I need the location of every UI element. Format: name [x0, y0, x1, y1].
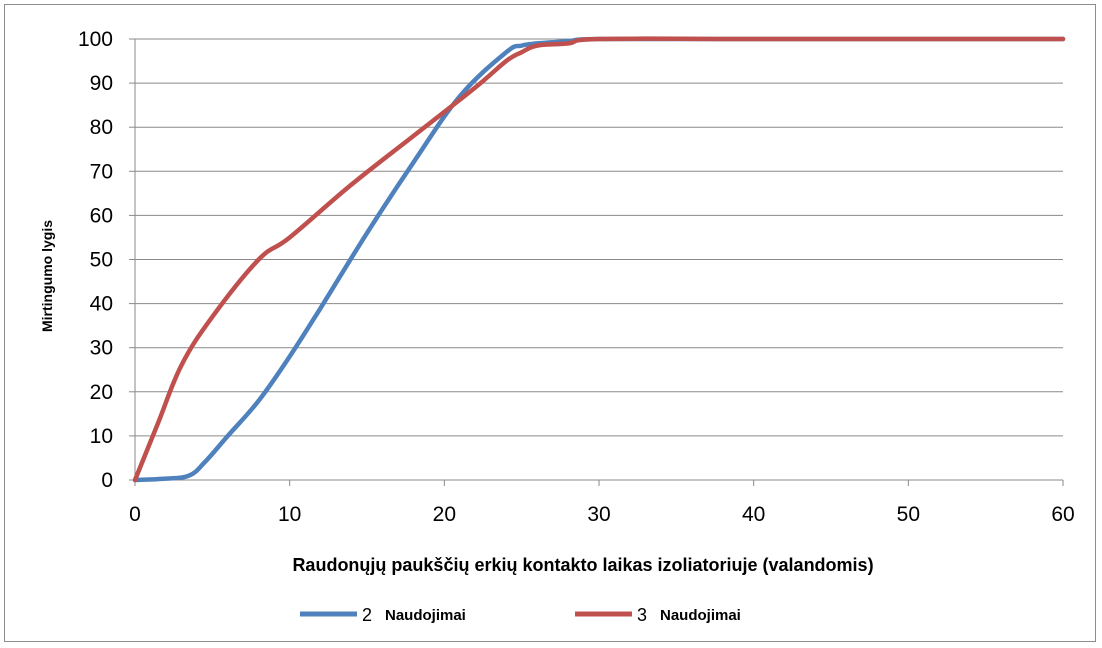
legend-label: Naudojimai [385, 607, 466, 624]
y-tick-label: 80 [90, 116, 113, 139]
y-tick-label: 20 [90, 381, 113, 404]
x-axis-label: Raudonųjų paukščių erkių kontakto laikas… [292, 555, 873, 575]
y-tick-label: 10 [90, 425, 113, 448]
x-tick-label: 30 [587, 503, 610, 526]
legend-item-2: 3 Naudojimai [575, 605, 741, 625]
legend-number: 2 [362, 605, 372, 625]
legend: 2 Naudojimai 3 Naudojimai [300, 605, 741, 625]
legend-number: 3 [637, 605, 647, 625]
legend-label: Naudojimai [660, 607, 741, 624]
x-tick-labels: 0 10 20 30 40 50 60 [129, 503, 1075, 526]
y-tick-label: 90 [90, 72, 113, 95]
x-tick-label: 50 [897, 503, 920, 526]
y-tick-label: 30 [90, 337, 113, 360]
x-tick-label: 40 [742, 503, 765, 526]
y-tick-label: 70 [90, 160, 113, 183]
axes [129, 38, 1064, 486]
y-tick-labels: 0 10 20 30 40 50 60 70 80 90 100 [78, 28, 113, 492]
y-tick-label: 40 [90, 293, 113, 316]
y-axis-label: Mirtingumo lygis [39, 220, 55, 332]
x-tick-label: 20 [433, 503, 456, 526]
series-lines [132, 36, 1066, 483]
x-tick-label: 0 [129, 503, 141, 526]
series-line-2 [132, 36, 1066, 483]
y-tick-label: 0 [101, 469, 113, 492]
x-tick-label: 10 [278, 503, 301, 526]
y-tick-label: 50 [90, 249, 113, 272]
legend-item-1: 2 Naudojimai [300, 605, 466, 625]
x-tick-label: 60 [1051, 503, 1074, 526]
y-tick-label: 100 [78, 28, 113, 51]
chart-frame [4, 4, 1096, 642]
y-tick-label: 60 [90, 204, 113, 227]
